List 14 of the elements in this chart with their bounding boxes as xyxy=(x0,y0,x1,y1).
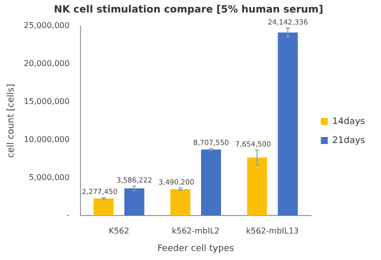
y-tick-label: 25,000,000 xyxy=(24,21,70,30)
x-axis-title: Feeder cell types xyxy=(157,244,234,254)
y-axis-title: cell count [cells] xyxy=(6,84,17,158)
x-tick-label: K562 xyxy=(108,226,130,236)
x-tick-label: k562-mbIL2 xyxy=(172,226,220,236)
y-tick-label: 10,000,000 xyxy=(24,134,70,144)
chart-title: NK cell stimulation compare [5% human serum] xyxy=(54,4,324,16)
y-tick-label: 15,000,000 xyxy=(24,96,70,106)
y-tick-label: 20,000,000 xyxy=(24,59,70,68)
legend-label: 21days xyxy=(332,136,366,146)
x-tick-label: k562-mbIL13 xyxy=(246,226,299,236)
y-tick-label: - xyxy=(66,210,70,220)
legend-label: 14days xyxy=(332,116,366,127)
y-tick-label: 5,000,000 xyxy=(28,172,70,182)
